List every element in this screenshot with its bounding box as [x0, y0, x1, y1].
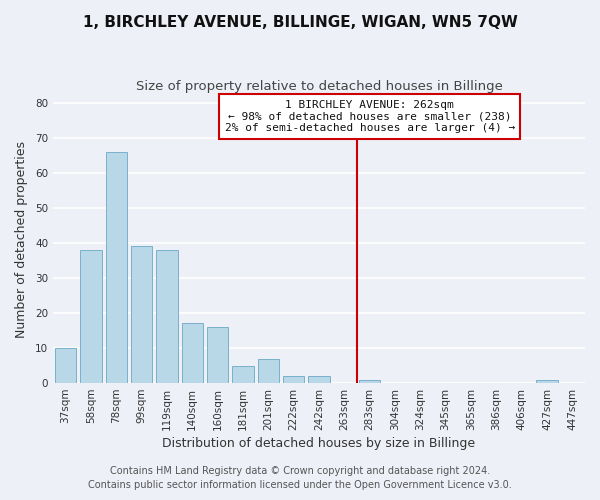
Bar [156, 250, 178, 383]
Bar [232, 366, 254, 383]
Bar [106, 152, 127, 383]
Y-axis label: Number of detached properties: Number of detached properties [15, 141, 28, 338]
Text: 1 BIRCHLEY AVENUE: 262sqm
← 98% of detached houses are smaller (238)
2% of semi-: 1 BIRCHLEY AVENUE: 262sqm ← 98% of detac… [224, 100, 515, 133]
Bar [182, 324, 203, 383]
Bar [131, 246, 152, 383]
Bar [257, 358, 279, 383]
Bar [80, 250, 102, 383]
Bar [55, 348, 76, 383]
Bar [359, 380, 380, 383]
Text: 1, BIRCHLEY AVENUE, BILLINGE, WIGAN, WN5 7QW: 1, BIRCHLEY AVENUE, BILLINGE, WIGAN, WN5… [83, 15, 517, 30]
Bar [283, 376, 304, 383]
Bar [536, 380, 558, 383]
Text: Contains HM Land Registry data © Crown copyright and database right 2024.
Contai: Contains HM Land Registry data © Crown c… [88, 466, 512, 490]
Title: Size of property relative to detached houses in Billinge: Size of property relative to detached ho… [136, 80, 502, 93]
X-axis label: Distribution of detached houses by size in Billinge: Distribution of detached houses by size … [163, 437, 476, 450]
Bar [308, 376, 330, 383]
Bar [207, 327, 229, 383]
